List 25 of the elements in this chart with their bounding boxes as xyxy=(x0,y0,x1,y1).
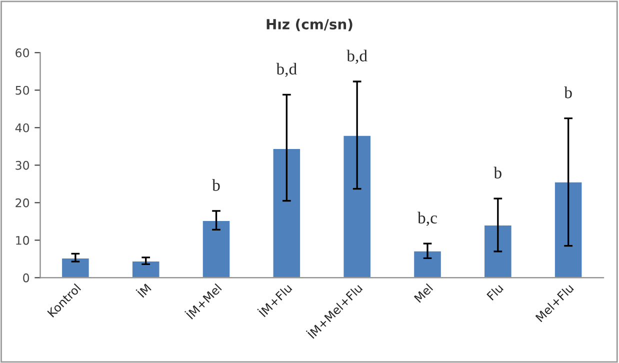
y-tick-label: 50 xyxy=(16,86,30,95)
annotation: b xyxy=(494,166,502,178)
bar xyxy=(483,224,513,278)
x-tick-label: İM xyxy=(136,282,152,298)
bar xyxy=(412,250,442,278)
y-tick-label: 40 xyxy=(15,123,30,132)
bar xyxy=(60,257,90,278)
y-tick-label: 60 xyxy=(16,48,30,58)
y-tick-label: 10 xyxy=(16,236,30,245)
chart-title: Hız (cm/sn) xyxy=(266,18,352,32)
annotation: b xyxy=(564,86,572,98)
y-tick-label: 30 xyxy=(16,160,30,170)
annotation: b xyxy=(212,179,220,191)
bar xyxy=(201,220,232,278)
annotation: b,c xyxy=(418,212,437,226)
y-tick-label: 0 xyxy=(23,273,30,282)
annotation: b,d xyxy=(346,50,368,64)
bar xyxy=(342,134,372,278)
annotation: b,d xyxy=(276,62,297,77)
x-tick-label: Mel xyxy=(414,283,434,303)
bar xyxy=(554,180,584,278)
x-tick-label: Flu xyxy=(486,283,504,301)
bar xyxy=(272,148,302,278)
bar xyxy=(131,260,161,278)
y-tick-label: 20 xyxy=(16,198,30,208)
